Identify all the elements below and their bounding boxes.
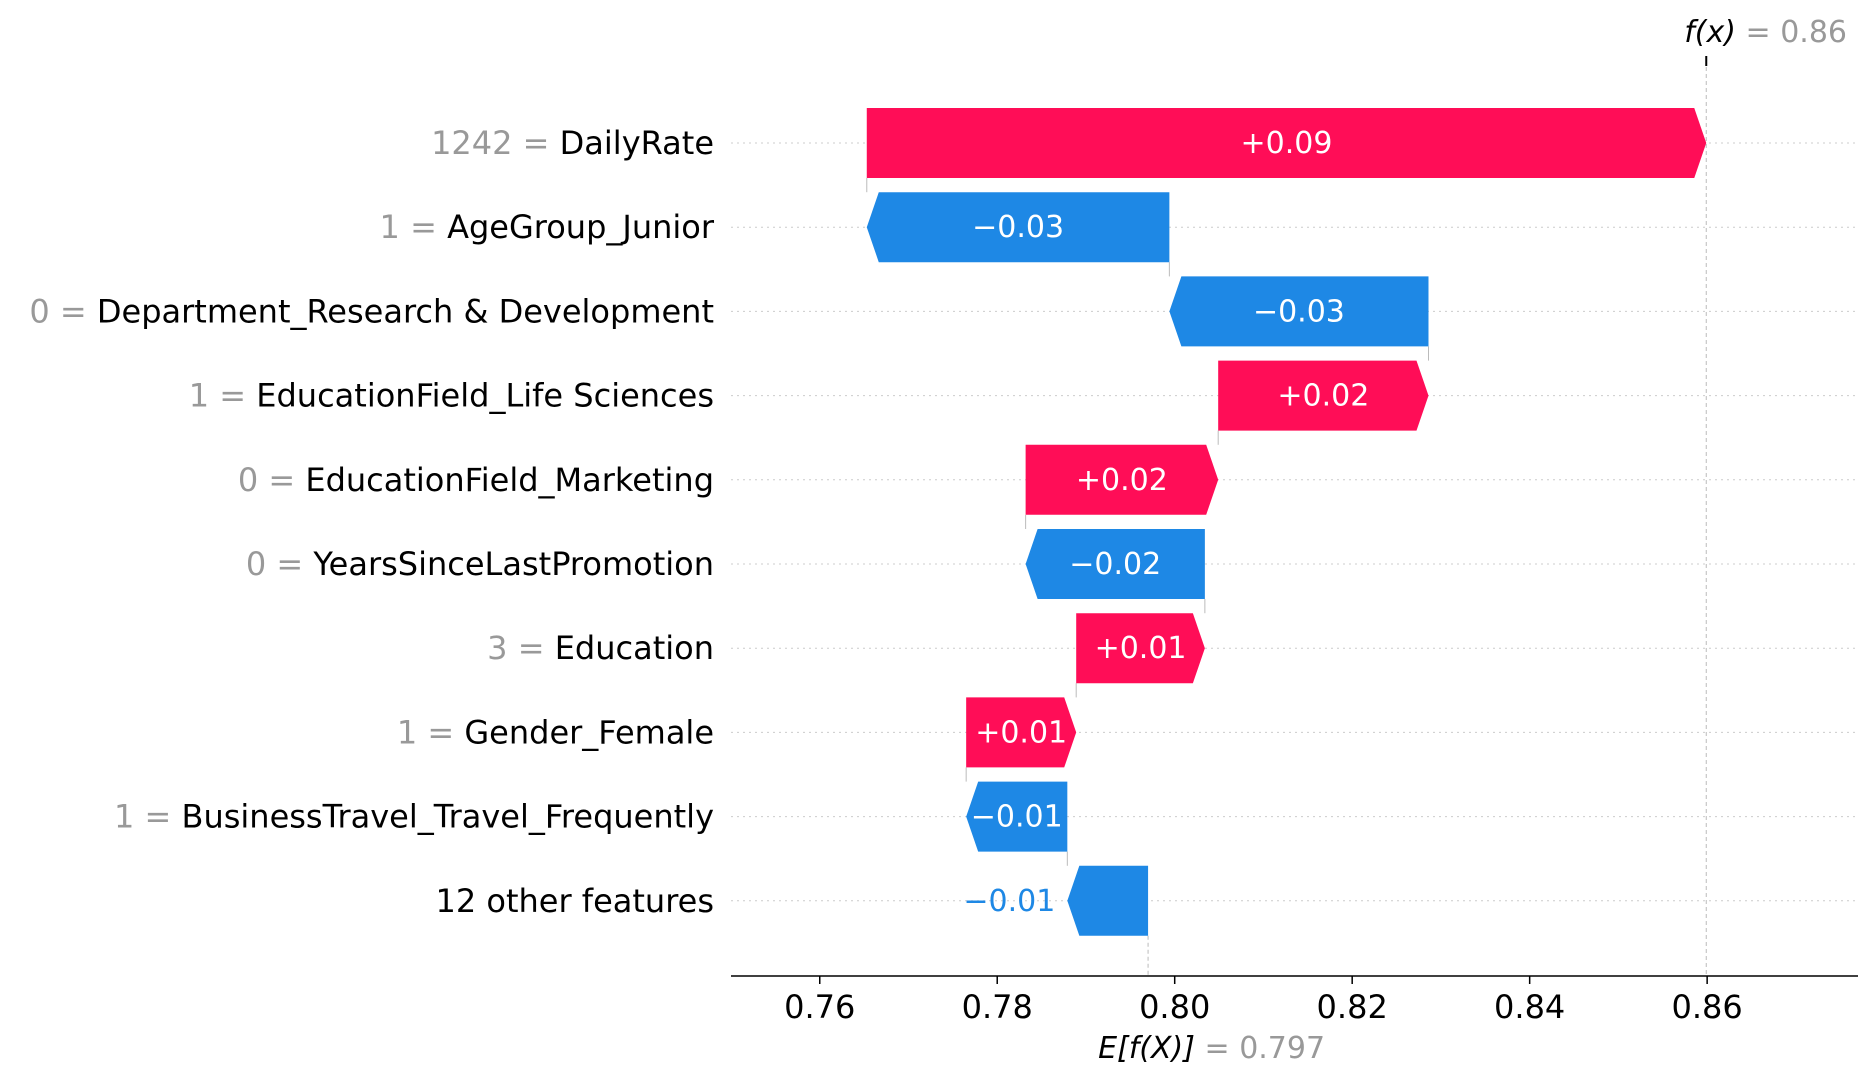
x-tick-label: 0.78 xyxy=(962,988,1033,1026)
efx-symbol: E[f(X)] xyxy=(1098,1031,1195,1066)
bar-negative xyxy=(1169,276,1429,347)
feature-labels: 1242 = DailyRate 1 = AgeGroup_Junior 0 = D… xyxy=(29,124,715,920)
feature-name: BusinessTravel_Travel_Frequently xyxy=(181,798,714,836)
bar-value-label: +0.01 xyxy=(1095,631,1187,666)
bar-value-label: +0.02 xyxy=(1076,463,1168,498)
bar-value-label: +0.09 xyxy=(1241,126,1333,161)
feature-name: EducationField_Life Sciences xyxy=(256,377,714,415)
efx-annotation: E[f(X)] = 0.797 xyxy=(1098,1031,1325,1066)
feature-label: 1 = AgeGroup_Junior xyxy=(380,208,715,246)
bar-positive xyxy=(1076,613,1205,684)
equals-sign: = xyxy=(209,377,256,415)
bar-value-label: −0.03 xyxy=(972,210,1064,245)
equals-sign: = xyxy=(258,461,305,499)
x-tick-label: 0.84 xyxy=(1494,988,1565,1026)
x-tick-label: 0.82 xyxy=(1317,988,1388,1026)
feature-name: Education xyxy=(555,629,714,667)
bar-value-label: −0.01 xyxy=(963,884,1055,919)
feature-label: 0 = Department_Research & Development xyxy=(29,292,714,330)
feature-name: AgeGroup_Junior xyxy=(447,208,715,246)
bar-positive xyxy=(866,108,1707,178)
feature-label: 1 = EducationField_Life Sciences xyxy=(189,377,714,415)
feature-value: 1 xyxy=(114,798,134,836)
bars: +0.09 −0.03 −0.03 +0.02 +0.02 −0.02 +0.01 +0.01… xyxy=(866,108,1707,936)
equals-sign: = xyxy=(400,208,447,246)
feature-label: 1 = BusinessTravel_Travel_Frequently xyxy=(114,798,714,836)
feature-value: 0 xyxy=(246,545,266,583)
bar-value-label: −0.01 xyxy=(971,800,1063,835)
feature-name: 12 other features xyxy=(435,882,714,920)
feature-label: 0 = EducationField_Marketing xyxy=(238,461,714,499)
efx-value: 0.797 xyxy=(1239,1031,1325,1066)
feature-name: Department_Research & Development xyxy=(97,292,714,330)
x-axis: 0.76 0.78 0.80 0.82 0.84 0.86 xyxy=(731,975,1858,1026)
feature-name: EducationField_Marketing xyxy=(305,461,714,499)
bar-positive xyxy=(966,697,1077,768)
bar-positive xyxy=(1218,360,1429,431)
feature-value: 1242 xyxy=(431,124,512,162)
feature-value: 0 xyxy=(29,292,49,330)
equals-sign: = xyxy=(50,292,97,330)
feature-value: 3 xyxy=(487,629,507,667)
feature-value: 1 xyxy=(189,377,209,415)
efx-equals: = xyxy=(1195,1031,1239,1066)
bar-negative xyxy=(866,192,1170,263)
bar-negative xyxy=(1025,529,1205,599)
fx-equals: = xyxy=(1736,15,1780,50)
feature-value: 1 xyxy=(397,713,417,751)
equals-sign: = xyxy=(508,629,555,667)
x-tick-label: 0.76 xyxy=(784,988,855,1026)
bar-negative xyxy=(1067,865,1149,936)
equals-sign: = xyxy=(134,798,181,836)
feature-label: 1 = Gender_Female xyxy=(397,713,714,751)
bar-value-label: −0.02 xyxy=(1069,547,1161,582)
feature-label: 0 = YearsSinceLastPromotion xyxy=(246,545,714,583)
bar-value-label: −0.03 xyxy=(1253,294,1345,329)
feature-name: DailyRate xyxy=(560,124,714,162)
bar-value-label: +0.02 xyxy=(1277,379,1369,414)
bar-connectors xyxy=(866,60,1707,976)
feature-label: 3 = Education xyxy=(487,629,714,667)
x-tick-label: 0.86 xyxy=(1672,988,1743,1026)
feature-label: 1242 = DailyRate xyxy=(431,124,714,162)
fx-annotation: f(x) = 0.86 xyxy=(1684,15,1847,66)
feature-name: Gender_Female xyxy=(464,713,714,751)
feature-value: 0 xyxy=(238,461,258,499)
efx-label: E[f(X)] = 0.797 xyxy=(1098,1031,1325,1066)
equals-sign: = xyxy=(417,713,464,751)
feature-value: 1 xyxy=(380,208,400,246)
feature-name: YearsSinceLastPromotion xyxy=(312,545,714,583)
equals-sign: = xyxy=(266,545,313,583)
fx-label: f(x) = 0.86 xyxy=(1684,15,1847,50)
fx-symbol: f(x) xyxy=(1684,15,1736,50)
bar-negative xyxy=(966,781,1068,852)
bar-value-label: +0.01 xyxy=(975,715,1067,750)
x-tick-label: 0.80 xyxy=(1139,988,1210,1026)
feature-label: 12 other features xyxy=(435,882,714,920)
equals-sign: = xyxy=(513,124,560,162)
fx-value: 0.86 xyxy=(1780,15,1847,50)
bar-positive xyxy=(1025,444,1219,515)
